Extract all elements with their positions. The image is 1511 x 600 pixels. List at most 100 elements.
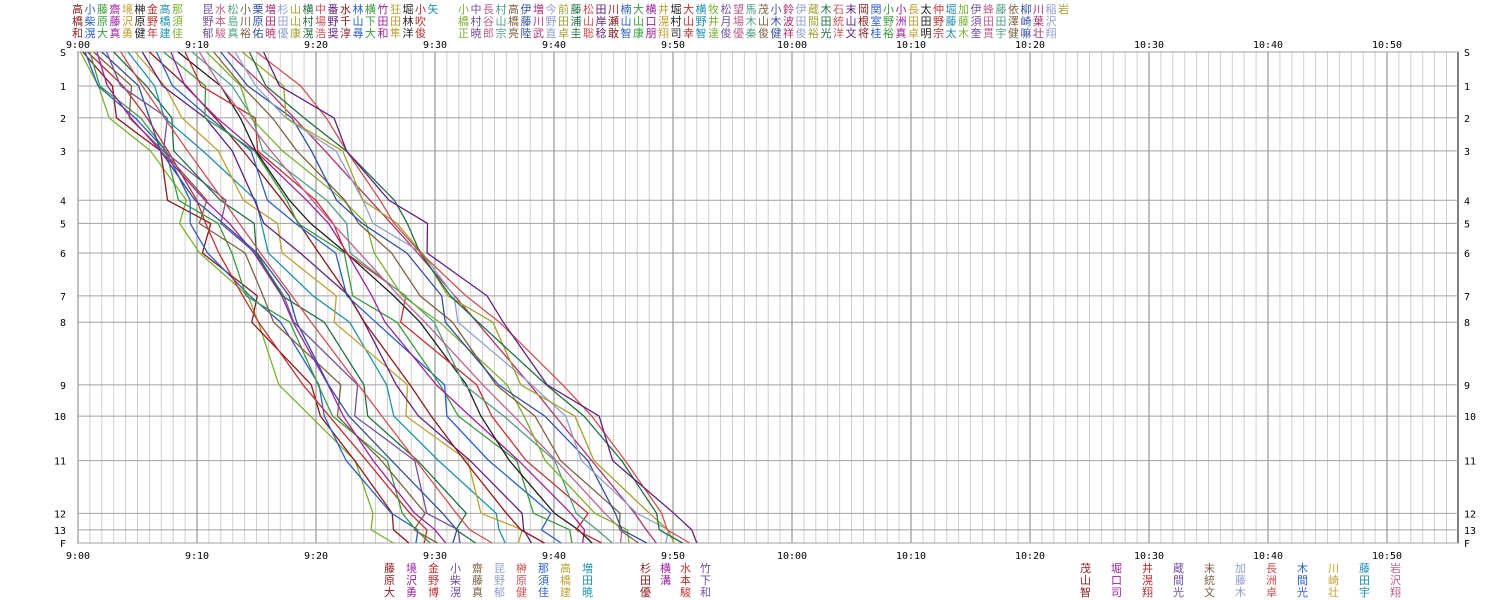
runner-name-char: 木 <box>1235 586 1246 599</box>
runner-name-char: 壮 <box>1328 586 1339 599</box>
runner-name-char: 番 <box>328 3 339 16</box>
runner-name-char: 圭 <box>571 27 582 40</box>
runner-name-char: 洲 <box>896 15 907 28</box>
x-tick-label-top: 9:50 <box>661 40 685 51</box>
runner-name-char: 原 <box>384 574 395 587</box>
runner-name-char: 茂 <box>758 2 769 16</box>
runner-name-char: 卓 <box>908 27 919 40</box>
runner-name-char: 横 <box>660 561 671 575</box>
runner-name-char: 竹 <box>700 561 711 575</box>
runner-name-char: 井 <box>1142 561 1153 575</box>
runner-name-char: 山 <box>683 15 694 28</box>
runner-name-char: 山 <box>290 3 301 16</box>
runner-line <box>248 51 683 544</box>
runner-name-char: 木 <box>821 3 832 16</box>
runner-name-char: 昆 <box>203 3 214 16</box>
runner-name-char: 橋 <box>560 573 571 587</box>
runner-name-char: 暁 <box>582 586 593 599</box>
runner-name-char: 村 <box>303 14 314 28</box>
runner-name-char: 溝 <box>660 574 671 587</box>
runner-name-char: 波 <box>783 15 794 28</box>
runner-name-char: 昆 <box>494 562 505 575</box>
runner-name-char: 加 <box>958 3 969 16</box>
runner-name-char: 増 <box>582 562 593 575</box>
runner-name-char: 間 <box>808 15 819 28</box>
runner-name-char: 裕 <box>883 27 894 40</box>
runner-line <box>82 51 410 544</box>
runner-name-char: 佳 <box>538 585 549 599</box>
runner-name-char: 杉 <box>640 561 651 575</box>
runner-line <box>263 51 698 544</box>
runner-name-char: 朋 <box>646 27 657 40</box>
runner-name-char: 藤 <box>996 3 1007 16</box>
runner-name-char: 高 <box>72 2 83 16</box>
y-tick-label: 1 <box>60 82 66 93</box>
runner-name-char: 田 <box>265 15 276 28</box>
runner-name-char: 中 <box>315 3 326 16</box>
runner-name-char: 野 <box>546 15 557 28</box>
runner-name-char: 橋 <box>458 14 469 28</box>
runner-name-char: 光 <box>821 26 832 40</box>
runner-line <box>170 51 586 544</box>
runner-name-char: 仲 <box>933 2 944 16</box>
y-tick-label: 9 <box>60 381 66 392</box>
runner-name-char: 田 <box>582 574 593 587</box>
y-tick-label: 4 <box>1464 196 1470 207</box>
runner-name-char: 宗 <box>933 26 944 40</box>
runner-name-char: 金 <box>428 561 439 575</box>
runner-name-char: 小 <box>883 3 894 16</box>
runner-name-char: 優 <box>640 586 651 599</box>
runner-name-char: 翔 <box>658 26 669 40</box>
runner-line <box>84 51 419 544</box>
runner-name-char: 蔵 <box>1173 562 1184 575</box>
runner-name-char: 矢 <box>428 2 439 16</box>
runner-name-char: 山 <box>290 15 301 28</box>
runner-line <box>79 51 394 544</box>
runner-name-char: 田 <box>1359 574 1370 587</box>
runner-name-char: 山 <box>621 15 632 28</box>
runner-name-char: 明 <box>921 27 932 40</box>
runner-name-char: 貫 <box>983 27 994 40</box>
runner-name-char: 浦 <box>571 15 582 28</box>
runner-name-char: 木 <box>771 15 782 28</box>
runner-name-char: 崎 <box>1021 14 1032 28</box>
runner-name-char: 沢 <box>1390 573 1401 587</box>
runner-name-char: 下 <box>700 574 711 587</box>
runner-name-char: 瀬 <box>608 14 619 28</box>
y-tick-label: F <box>60 539 66 550</box>
runner-name-char: 原 <box>253 15 264 28</box>
runner-name-char: 年 <box>147 26 158 40</box>
runner-name-char: 佑 <box>253 26 264 40</box>
runner-name-char: 蔵 <box>808 3 819 16</box>
runner-name-char: 伊 <box>796 3 807 16</box>
runner-name-char: 郁 <box>494 585 505 599</box>
runner-name-char: 太 <box>921 3 932 16</box>
runner-name-char: 幸 <box>683 27 694 40</box>
runner-name-char: 山 <box>846 15 857 28</box>
runner-name-char: 野 <box>328 15 339 28</box>
y-tick-label: 3 <box>60 147 66 158</box>
runner-name-char: 長 <box>908 3 919 16</box>
x-tick-label-bottom: 9:40 <box>542 551 566 562</box>
runner-name-char: 場 <box>733 15 744 28</box>
runner-name-char: 田 <box>558 15 569 28</box>
runner-name-char: 岡 <box>858 3 869 16</box>
runner-name-char: 野 <box>494 574 505 587</box>
runner-name-char: 齋 <box>472 561 483 575</box>
runner-name-char: 牧 <box>708 2 719 16</box>
runner-name-char: 勇 <box>122 27 133 40</box>
runner-name-char: 奨 <box>328 26 339 40</box>
y-tick-label: S <box>1464 48 1470 59</box>
runner-name-char: 村 <box>496 2 507 16</box>
runner-line <box>89 51 431 544</box>
runner-name-char: 横 <box>696 2 707 16</box>
runner-name-char: 卓 <box>558 27 569 40</box>
runner-name-char: 亮 <box>508 26 519 40</box>
runner-name-char: 榊 <box>135 2 146 16</box>
runner-name-char: 水 <box>680 562 691 575</box>
runner-name-char: 馬 <box>746 3 757 16</box>
runner-name-char: 栗 <box>253 3 264 16</box>
runner-line <box>87 51 428 544</box>
runner-name-char: 間 <box>1297 574 1308 587</box>
runner-name-char: 村 <box>471 14 482 28</box>
